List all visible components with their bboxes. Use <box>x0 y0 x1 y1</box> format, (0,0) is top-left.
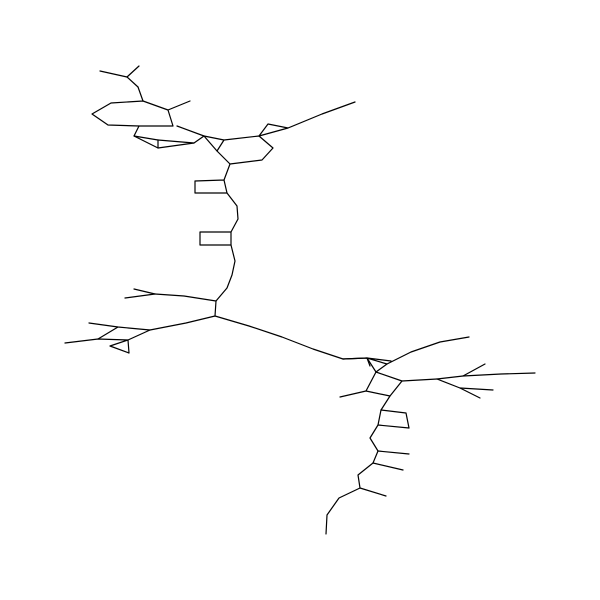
bond <box>124 293 156 299</box>
bond <box>372 450 379 464</box>
bond <box>167 100 191 111</box>
bond <box>126 76 139 88</box>
upper-linker <box>194 163 239 302</box>
bond <box>401 378 438 382</box>
bond <box>214 315 344 360</box>
bond <box>91 100 174 127</box>
bond <box>287 101 356 129</box>
bond <box>325 487 361 535</box>
bond <box>133 288 156 295</box>
bond <box>203 135 218 152</box>
bond <box>157 139 195 144</box>
lower-ring-system <box>325 336 536 535</box>
bond <box>258 123 289 137</box>
central-junction <box>64 288 217 354</box>
bond <box>339 390 367 398</box>
bond <box>64 329 151 344</box>
upper-ring-system <box>91 65 356 165</box>
bond <box>459 387 481 399</box>
bond <box>436 378 494 391</box>
bond <box>462 372 536 377</box>
bond <box>369 424 379 452</box>
bond <box>133 135 159 141</box>
bond <box>226 192 239 233</box>
bond <box>154 293 217 302</box>
bond <box>109 339 130 354</box>
bond <box>365 371 403 397</box>
bond <box>88 322 151 331</box>
bond <box>97 326 119 340</box>
bond <box>126 65 140 78</box>
bond <box>203 135 274 165</box>
bond <box>223 163 231 181</box>
bond <box>377 450 410 455</box>
bond <box>215 244 236 302</box>
bond <box>380 395 391 411</box>
bond <box>357 462 374 489</box>
bond <box>342 357 377 373</box>
bond <box>149 315 216 331</box>
bond <box>436 363 486 380</box>
bond <box>214 300 217 317</box>
bond <box>133 125 205 149</box>
bond <box>199 231 232 246</box>
bond <box>99 70 128 78</box>
bond <box>372 462 404 471</box>
bond <box>386 336 470 365</box>
bond <box>377 409 410 429</box>
lower-chain <box>214 315 344 360</box>
bond <box>359 487 387 497</box>
bond <box>137 86 144 102</box>
bond <box>194 179 228 194</box>
bond <box>366 357 371 367</box>
